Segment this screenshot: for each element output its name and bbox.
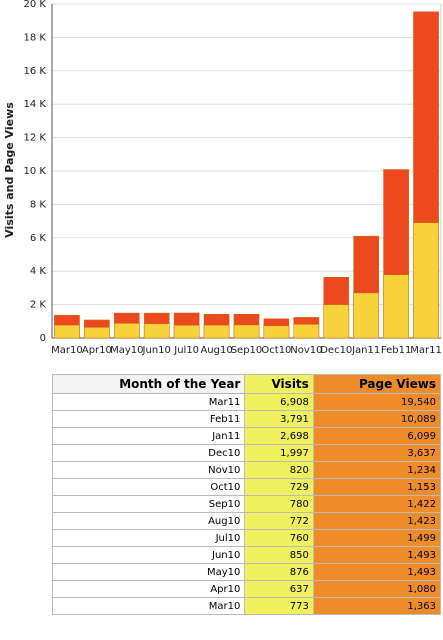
- x-tick-label: Dec10: [320, 345, 352, 356]
- bar: [143, 323, 170, 339]
- y-tick-label: 0: [40, 333, 46, 344]
- table-cell: 637: [244, 580, 314, 598]
- bar: [383, 274, 409, 339]
- y-tick-label: 2 K: [30, 300, 47, 311]
- y-tick-label: 4 K: [30, 266, 47, 277]
- bar: [84, 327, 110, 339]
- table-cell: 1,997: [244, 444, 314, 462]
- table-cell: 729: [244, 478, 314, 496]
- table-cell: 3,637: [312, 444, 442, 462]
- table-cell: 3,791: [244, 410, 314, 428]
- table-cell: 1,234: [312, 461, 442, 479]
- table-cell: 1,493: [312, 563, 442, 581]
- bar: [203, 324, 230, 339]
- table-row: Mar11 6,908 19,540: [51, 393, 442, 411]
- x-tick-label: Jul10: [173, 345, 199, 356]
- table-row: Dec10 1,997 3,637: [51, 444, 442, 462]
- table-cell: 1,363: [312, 597, 442, 615]
- bar: [293, 324, 320, 339]
- table-cell: Jun10: [51, 546, 246, 564]
- table-row: Mar10 773 1,363: [51, 597, 442, 615]
- y-axis-label: Visits and Page Views: [3, 102, 16, 238]
- table-row: Feb11 3,791 10,089: [51, 410, 442, 428]
- x-tick-label: Oct10: [261, 345, 291, 356]
- table-cell: 772: [244, 512, 314, 530]
- table-cell: Jul10: [51, 529, 246, 547]
- table-cell: 10,089: [312, 410, 442, 428]
- y-tick-label: 8 K: [30, 199, 47, 210]
- x-tick-label: Nov10: [290, 345, 322, 356]
- table-row: Jan11 2,698 6,099: [51, 427, 442, 445]
- table-row: Oct10 729 1,153: [51, 478, 442, 496]
- bar: [54, 324, 80, 339]
- bar: [353, 292, 380, 339]
- table-cell: 1,153: [312, 478, 442, 496]
- table-header: Visits: [244, 374, 314, 394]
- bar: [113, 323, 140, 339]
- x-tick-label: Mar10: [51, 345, 83, 356]
- table-row: Jul10 760 1,499: [51, 529, 442, 547]
- x-tick-label: Feb11: [381, 345, 411, 356]
- table-cell: Feb11: [51, 410, 246, 428]
- x-tick-label: Sep10: [231, 345, 263, 356]
- table-cell: 850: [244, 546, 314, 564]
- x-tick-label: Apr10: [82, 345, 112, 356]
- table-cell: 1,499: [312, 529, 442, 547]
- table-cell: 760: [244, 529, 314, 547]
- table-cell: 6,908: [244, 393, 314, 411]
- y-tick-label: 12 K: [24, 133, 47, 144]
- table-cell: Sep10: [51, 495, 246, 513]
- x-tick-label: Jun10: [142, 345, 171, 356]
- y-tick-label: 18 K: [24, 32, 47, 43]
- table-cell: Aug10: [51, 512, 246, 530]
- x-tick-label: Jan11: [351, 345, 380, 356]
- table-cell: 6,099: [312, 427, 442, 445]
- table-cell: Jan11: [51, 427, 246, 445]
- table-row: Sep10 780 1,422: [51, 495, 442, 513]
- table-row: Apr10 637 1,080: [51, 580, 442, 598]
- table-row: Aug10 772 1,423: [51, 512, 442, 530]
- table-row: May10 876 1,493: [51, 563, 442, 581]
- y-tick-label: 10 K: [24, 166, 47, 177]
- table-row: Jun10 850 1,493: [51, 546, 442, 564]
- table-cell: 19,540: [312, 393, 442, 411]
- x-tick-label: Mar11: [410, 345, 442, 356]
- chart: Visits and Page Views 0 2 K 4 K 6 K 8 K 10 K 1…: [3, 0, 442, 356]
- table-header: Page Views: [312, 374, 442, 394]
- table-cell: 820: [244, 461, 314, 479]
- table-cell: 780: [244, 495, 314, 513]
- bar: [413, 222, 439, 339]
- data-table: Month of the Year Visits Page Views Mar11 6,…: [51, 374, 442, 615]
- x-tick-label: May10: [110, 345, 143, 356]
- y-tick-label: 16 K: [24, 66, 47, 77]
- table-cell: 876: [244, 563, 314, 581]
- x-tick-label: Aug10: [200, 345, 232, 356]
- y-tick-label: 6 K: [30, 233, 47, 244]
- bar: [263, 325, 290, 339]
- table-cell: 1,080: [312, 580, 442, 598]
- table-cell: Nov10: [51, 461, 246, 479]
- table-cell: May10: [51, 563, 246, 581]
- table-row: Nov10 820 1,234: [51, 461, 442, 479]
- table-cell: Mar10: [51, 597, 246, 615]
- table-cell: 1,493: [312, 546, 442, 564]
- table-cell: Oct10: [51, 478, 246, 496]
- y-tick-label: 20 K: [24, 0, 47, 10]
- bar: [173, 325, 200, 339]
- table-cell: 2,698: [244, 427, 314, 445]
- bar: [323, 304, 350, 339]
- table-cell: 1,423: [312, 512, 442, 530]
- table-cell: 1,422: [312, 495, 442, 513]
- y-tick-label: 14 K: [24, 99, 47, 110]
- table-cell: Dec10: [51, 444, 246, 462]
- table-cell: 773: [244, 597, 314, 615]
- table-header: Month of the Year: [51, 374, 246, 394]
- table-cell: Mar11: [51, 393, 246, 411]
- bar: [233, 324, 260, 339]
- table-cell: Apr10: [51, 580, 246, 598]
